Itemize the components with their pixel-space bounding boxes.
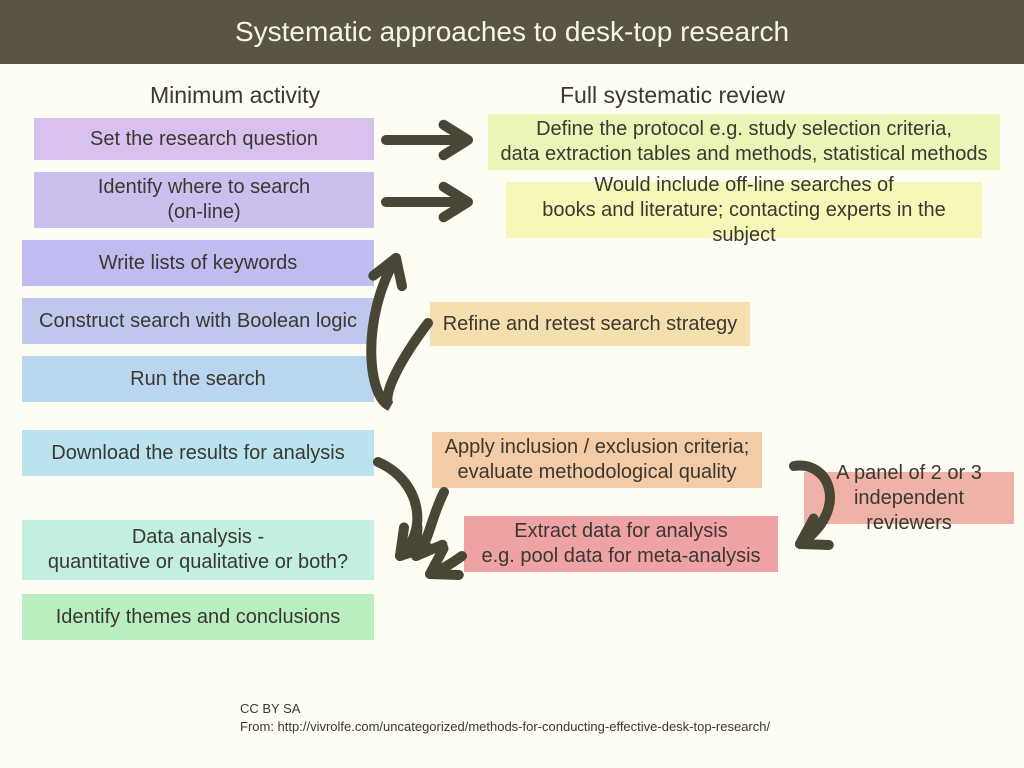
title-text: Systematic approaches to desk-top resear… [235, 16, 789, 48]
footer-license: CC BY SA [240, 700, 770, 718]
box-panel: A panel of 2 or 3independent reviewers [804, 472, 1014, 524]
col-header-right: Full systematic review [560, 82, 785, 109]
box-run-search: Run the search [22, 356, 374, 402]
box-download: Download the results for analysis [22, 430, 374, 476]
box-refine: Refine and retest search strategy [430, 302, 750, 346]
box-protocol: Define the protocol e.g. study selection… [488, 114, 1000, 170]
box-boolean: Construct search with Boolean logic [22, 298, 374, 344]
footer-source: From: http://vivrolfe.com/uncategorized/… [240, 718, 770, 736]
box-data-analysis: Data analysis -quantitative or qualitati… [22, 520, 374, 580]
box-set-question: Set the research question [34, 118, 374, 160]
col-header-left: Minimum activity [150, 82, 320, 109]
box-identify-where: Identify where to search(on-line) [34, 172, 374, 228]
box-offline: Would include off-line searches ofbooks … [506, 182, 982, 238]
box-extract: Extract data for analysise.g. pool data … [464, 516, 778, 572]
title-bar: Systematic approaches to desk-top resear… [0, 0, 1024, 64]
footer-attribution: CC BY SA From: http://vivrolfe.com/uncat… [240, 700, 770, 735]
box-keywords: Write lists of keywords [22, 240, 374, 286]
box-inclusion: Apply inclusion / exclusion criteria;eva… [432, 432, 762, 488]
box-themes: Identify themes and conclusions [22, 594, 374, 640]
